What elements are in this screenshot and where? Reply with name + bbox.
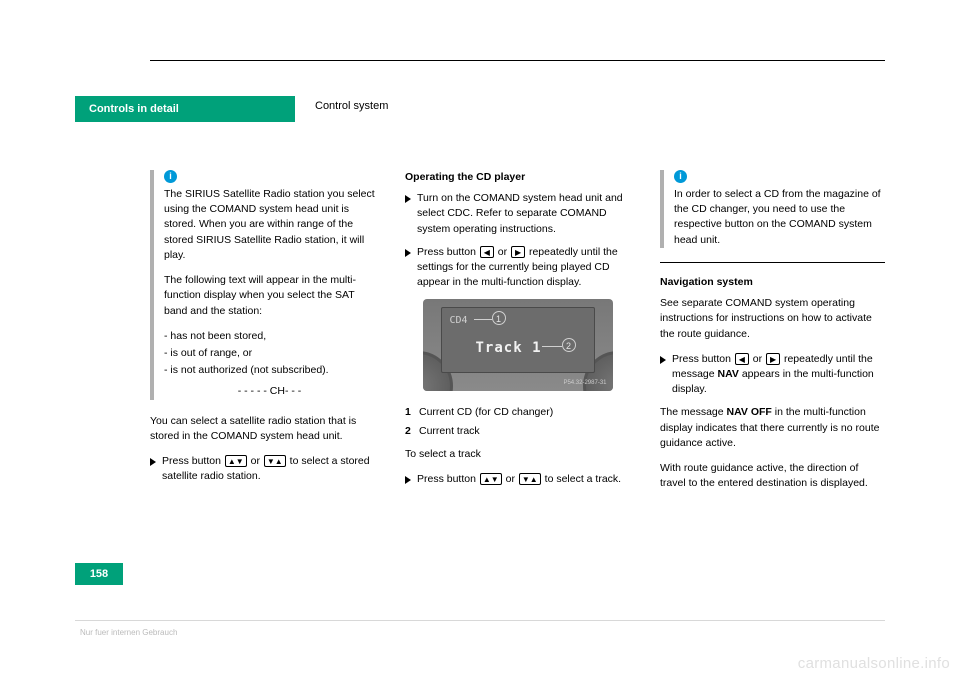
subheading: Navigation system [660,275,885,290]
instrument-display-image: CD4 Track 1 1 2 P54.32-2987-31 [423,299,613,391]
top-rule [150,60,885,61]
note-para: - is not authorized (not subscribed). [164,363,375,378]
legend-num: 2 [405,424,419,439]
triangle-bullet-icon [405,249,411,257]
bullet-text: Press button ◀ or ▶ repeatedly until the… [417,245,630,291]
legend-text: Current CD (for CD changer) [419,405,553,420]
button-symbol: ▲▼ [480,473,502,485]
subheading: Operating the CD player [405,170,630,185]
bullet-text: Press button ▲▼ or ▼▲ to select a stored… [162,454,375,484]
triangle-bullet-icon [405,195,411,203]
bullet-item: Press button ▲▼ or ▼▲ to select a track. [405,472,630,487]
info-icon: i [164,170,177,183]
bullet-item: Press button ◀ or ▶ repeatedly until the… [405,245,630,291]
callout-line [542,346,562,347]
note-box: i The SIRIUS Satellite Radio station you… [150,170,375,400]
legend-text: Current track [419,424,480,439]
legend-row: 1 Current CD (for CD changer) [405,405,630,420]
body-text: See separate COMAND system operating ins… [660,296,885,342]
note-para: The SIRIUS Satellite Radio station you s… [164,187,375,263]
bullet-text: Press button ▲▼ or ▼▲ to select a track. [417,472,630,487]
image-code: P54.32-2987-31 [563,379,606,388]
column-1: i The SIRIUS Satellite Radio station you… [150,170,375,530]
note-box: i In order to select a CD from the magaz… [660,170,885,248]
note-para: - is out of range, or [164,346,375,361]
button-symbol: ▶ [511,246,525,258]
body-text: You can select a satellite radio station… [150,414,375,444]
watermark: carmanualsonline.info [798,655,950,672]
page: Controls in detail Control system i The … [75,60,885,620]
topic-title: Control system [315,100,388,112]
body-text: The message NAV OFF in the multi-functio… [660,405,885,451]
columns: i The SIRIUS Satellite Radio station you… [150,170,885,530]
legend-row: 2 Current track [405,424,630,439]
divider [660,262,885,263]
triangle-bullet-icon [405,476,411,484]
callout-1: 1 [492,311,506,325]
bullet-text: Turn on the COMAND system head unit and … [417,191,630,237]
button-symbol: ▶ [766,353,780,365]
button-symbol: ◀ [735,353,749,365]
callout-line [474,319,492,320]
callout-2: 2 [562,338,576,352]
info-icon: i [674,170,687,183]
bullet-text: Press button ◀ or ▶ repeatedly until the… [672,352,885,398]
display-screen: CD4 Track 1 1 2 [441,307,595,373]
button-symbol: ◀ [480,246,494,258]
legend-num: 1 [405,405,419,420]
bullet-item: Press button ▲▼ or ▼▲ to select a stored… [150,454,375,484]
body-text: To select a track [405,447,630,462]
note-para: The following text will appear in the mu… [164,273,375,319]
column-3: i In order to select a CD from the magaz… [660,170,885,530]
button-symbol: ▲▼ [225,455,247,467]
display-track-label: Track 1 [476,338,542,358]
note-para: In order to select a CD from the magazin… [674,187,885,248]
triangle-bullet-icon [660,356,666,364]
bullet-item: Press button ◀ or ▶ repeatedly until the… [660,352,885,398]
triangle-bullet-icon [150,458,156,466]
body-text: With route guidance active, the directio… [660,461,885,491]
button-symbol: ▼▲ [264,455,286,467]
bullet-item: Turn on the COMAND system head unit and … [405,191,630,237]
footer-code: Nur fuer internen Gebrauch [80,628,177,637]
button-symbol: ▼▲ [519,473,541,485]
note-para: - has not been stored, [164,329,375,344]
footer-rule [75,620,885,621]
page-number: 158 [75,563,123,585]
display-cd-label: CD4 [450,314,468,329]
section-header: Controls in detail [75,96,295,122]
note-para: - - - - - CH- - - [164,384,375,399]
column-2: Operating the CD player Turn on the COMA… [405,170,630,530]
section-title: Controls in detail [89,103,179,115]
